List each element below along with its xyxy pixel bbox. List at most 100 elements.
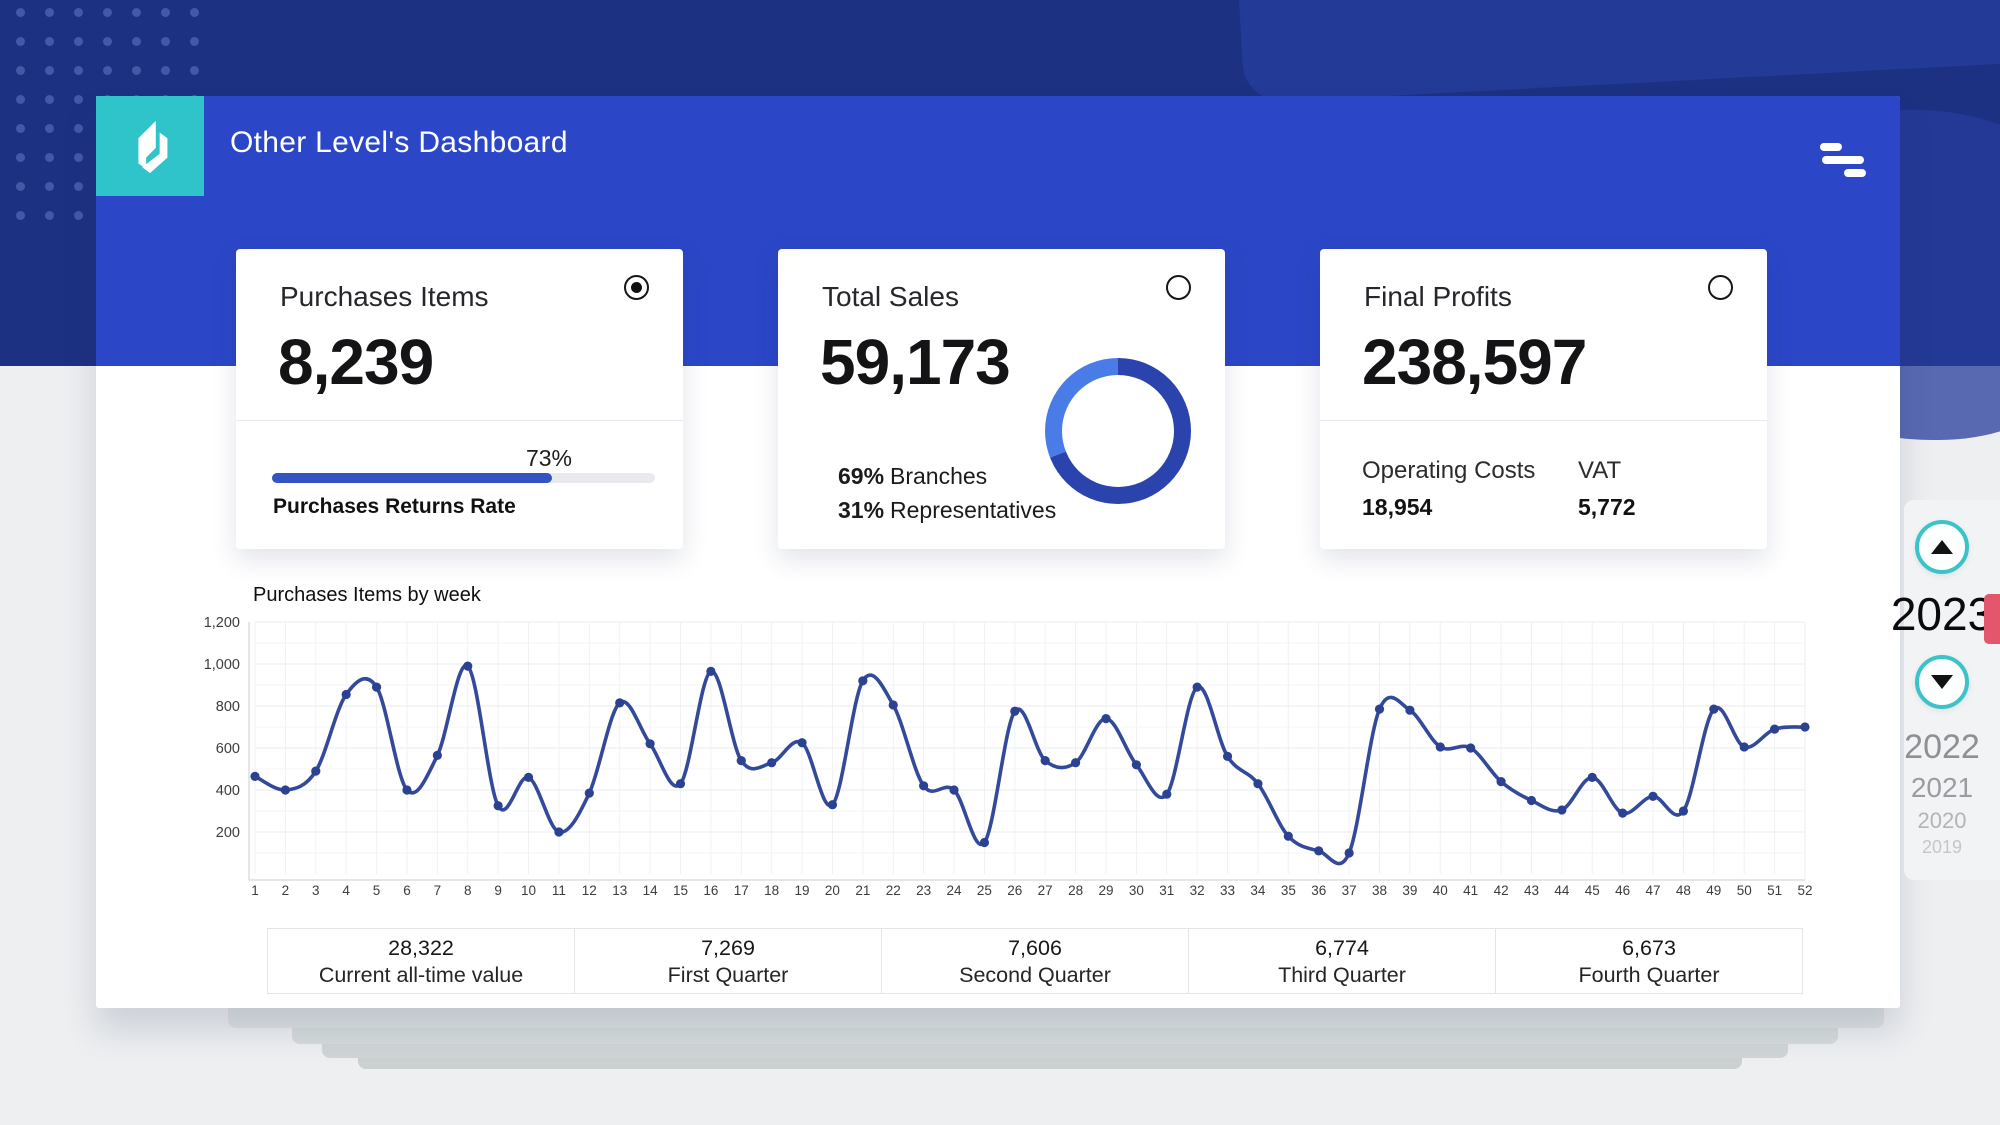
svg-text:42: 42 <box>1494 883 1509 898</box>
svg-text:28: 28 <box>1068 883 1083 898</box>
svg-text:19: 19 <box>795 883 810 898</box>
summary-cell: 28,322 Current all-time value <box>267 928 575 994</box>
svg-text:32: 32 <box>1190 883 1205 898</box>
svg-text:33: 33 <box>1220 883 1235 898</box>
svg-text:43: 43 <box>1524 883 1539 898</box>
donut-legend: 69% Branches 31% Representatives <box>838 459 1056 527</box>
svg-text:49: 49 <box>1706 883 1721 898</box>
chart-title: Purchases Items by week <box>253 584 481 606</box>
svg-text:6: 6 <box>403 883 411 898</box>
card-title: Final Profits <box>1364 281 1512 312</box>
divider <box>236 420 683 421</box>
svg-text:5: 5 <box>373 883 381 898</box>
card-final-profits: Final Profits 238,597 Operating Costs 18… <box>1320 249 1767 549</box>
year-down-button chevron-down-icon[interactable] <box>1915 655 1969 709</box>
svg-text:14: 14 <box>643 883 659 898</box>
card-value: 8,239 <box>278 326 434 398</box>
svg-text:34: 34 <box>1250 883 1266 898</box>
svg-text:29: 29 <box>1098 883 1113 898</box>
stacked-sheet <box>292 1028 1838 1044</box>
svg-text:26: 26 <box>1007 883 1022 898</box>
svg-text:9: 9 <box>494 883 502 898</box>
svg-text:15: 15 <box>673 883 688 898</box>
legend-item: 31% Representatives <box>838 497 1057 523</box>
breakdown-vat: VAT 5,772 <box>1578 457 1636 520</box>
legend-item: 69% Branches <box>838 463 988 489</box>
year-option[interactable]: 2021 <box>1910 772 1974 803</box>
card-total-sales: Total Sales 59,173 69% Branches 31% Repres… <box>778 249 1225 549</box>
svg-text:600: 600 <box>216 741 240 757</box>
menu-button hamburger-icon[interactable] <box>1818 140 1866 182</box>
stacked-sheet <box>322 1044 1788 1058</box>
year-option[interactable]: 2022 <box>1904 728 1980 766</box>
year-option[interactable]: 2020 <box>1917 808 1967 833</box>
svg-text:36: 36 <box>1311 883 1326 898</box>
stacked-sheet <box>358 1058 1742 1069</box>
year-selector: 2023 2022 2021 2020 2019 <box>1886 520 1998 859</box>
progress-bar <box>272 473 655 483</box>
selected-year-marker <box>1984 594 2000 644</box>
radio-icon[interactable] <box>624 275 649 300</box>
donut-chart <box>1045 358 1191 504</box>
selected-year: 2023 <box>1890 588 1994 640</box>
svg-text:800: 800 <box>216 699 240 715</box>
svg-text:12: 12 <box>582 883 597 898</box>
svg-text:25: 25 <box>977 883 992 898</box>
card-title: Purchases Items <box>280 281 489 312</box>
svg-text:13: 13 <box>612 883 627 898</box>
svg-text:7: 7 <box>434 883 442 898</box>
svg-text:39: 39 <box>1402 883 1417 898</box>
svg-text:48: 48 <box>1676 883 1691 898</box>
svg-text:17: 17 <box>734 883 749 898</box>
svg-text:35: 35 <box>1281 883 1296 898</box>
svg-text:44: 44 <box>1554 883 1570 898</box>
svg-text:27: 27 <box>1038 883 1053 898</box>
summary-cell: 7,269 First Quarter <box>574 928 882 994</box>
svg-text:400: 400 <box>216 783 240 799</box>
svg-text:38: 38 <box>1372 883 1387 898</box>
logo-icon <box>138 120 168 174</box>
svg-text:37: 37 <box>1342 883 1357 898</box>
app-logo[interactable] <box>96 96 204 196</box>
svg-text:22: 22 <box>886 883 901 898</box>
svg-text:200: 200 <box>216 825 240 841</box>
donut-hole <box>1062 375 1174 487</box>
svg-text:16: 16 <box>703 883 718 898</box>
year-option[interactable]: 2019 <box>1921 837 1963 857</box>
page-title: Other Level's Dashboard <box>230 126 568 159</box>
stacked-sheet <box>228 1008 1884 1028</box>
card-purchases-items: Purchases Items 8,239 73% Purchases Retu… <box>236 249 683 549</box>
svg-text:40: 40 <box>1433 883 1448 898</box>
svg-text:23: 23 <box>916 883 931 898</box>
svg-text:30: 30 <box>1129 883 1144 898</box>
svg-text:2: 2 <box>282 883 290 898</box>
svg-text:46: 46 <box>1615 883 1630 898</box>
svg-text:31: 31 <box>1159 883 1174 898</box>
svg-text:51: 51 <box>1767 883 1782 898</box>
svg-text:52: 52 <box>1797 883 1812 898</box>
divider <box>1320 420 1767 421</box>
svg-text:8: 8 <box>464 883 472 898</box>
svg-text:11: 11 <box>552 883 566 898</box>
svg-text:10: 10 <box>521 883 536 898</box>
summary-cell: 6,774 Third Quarter <box>1188 928 1496 994</box>
svg-text:18: 18 <box>764 883 779 898</box>
svg-text:41: 41 <box>1463 883 1478 898</box>
svg-text:20: 20 <box>825 883 840 898</box>
svg-text:4: 4 <box>342 883 350 898</box>
main-panel: Other Level's Dashboard Purchases Items … <box>96 96 1900 1008</box>
radio-icon[interactable] <box>1708 275 1733 300</box>
card-value: 59,173 <box>820 326 1011 398</box>
summary-row: 28,322 Current all-time value 7,269 First … <box>267 928 1803 994</box>
svg-text:1: 1 <box>251 883 259 898</box>
breakdown-operating-costs: Operating Costs 18,954 <box>1362 457 1536 520</box>
year-up-button chevron-up-icon[interactable] <box>1915 520 1969 574</box>
svg-text:45: 45 <box>1585 883 1600 898</box>
progress-fill <box>272 473 552 483</box>
year-list: 2022 2021 2020 2019 <box>1904 725 1980 859</box>
radio-icon[interactable] <box>1166 275 1191 300</box>
svg-text:1,200: 1,200 <box>204 615 240 631</box>
card-value: 238,597 <box>1362 326 1587 398</box>
